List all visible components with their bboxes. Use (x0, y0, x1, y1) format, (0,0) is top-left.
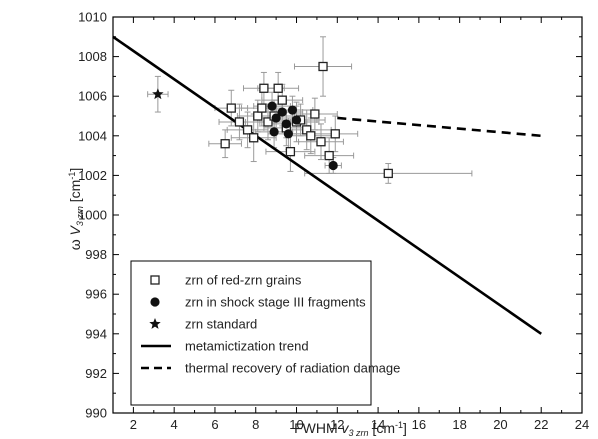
filled-circle-point (277, 107, 287, 117)
open-square-point (257, 103, 267, 113)
x-axis-label: FWHM v3 zrn [cm-1] (294, 420, 407, 438)
axis-labels: FWHM v3 zrn [cm-1] ω V3 zrn [cm-1] (67, 168, 407, 438)
open-square-point (226, 103, 236, 113)
axes-layer: 2 4 6 8 10 12 14 16 18 20 22 2499099299499699810001… (78, 10, 589, 433)
x-tick-label: 6 (211, 417, 218, 432)
y-tick-label: 1004 (78, 128, 107, 143)
filled-circle-point (267, 101, 277, 111)
filled-circle-icon (150, 297, 160, 307)
x-tick-label: 16 (412, 417, 426, 432)
legend-label: metamictization trend (185, 339, 309, 354)
y-tick-label: 994 (85, 326, 107, 341)
filled-circle-point (271, 113, 281, 123)
x-tick-label: 22 (534, 417, 548, 432)
x-tick-label: 4 (171, 417, 178, 432)
trend-lines-layer (112, 35, 542, 335)
open-square-point (316, 137, 326, 147)
x-tick-label: 8 (252, 417, 259, 432)
filled-circle-point (283, 129, 293, 139)
open-square-point (306, 131, 316, 141)
y-tick-label: 1006 (78, 89, 107, 104)
y-tick-label: 1002 (78, 168, 107, 183)
x-tick-label: 12 (330, 417, 344, 432)
y-tick-label: 998 (85, 247, 107, 262)
y-tick-label: 992 (85, 366, 107, 381)
legend-item: zrn of red-zrn grains (150, 273, 302, 288)
metamictization-trend-line (112, 35, 542, 335)
open-square-point (330, 129, 340, 139)
y-tick-label: 996 (85, 287, 107, 302)
y-tick-label: 1010 (78, 10, 107, 25)
legend: zrn of red-zrn grains zrn in shock stage … (130, 260, 400, 406)
open-square-point (277, 95, 287, 105)
x-tick-label: 2 (130, 417, 137, 432)
open-square-point (383, 168, 393, 179)
filled-circle-point (287, 105, 298, 115)
x-tick-label: 24 (575, 417, 589, 432)
markers-layer (152, 61, 393, 179)
open-square-point (310, 109, 320, 119)
legend-item: thermal recovery of radiation damage (141, 361, 400, 376)
open-square-point (253, 111, 263, 121)
legend-item: metamictization trend (141, 339, 309, 354)
open-square-point (318, 61, 328, 72)
filled-circle-point (281, 119, 291, 129)
y-tick-label: 1000 (78, 208, 107, 223)
legend-label: zrn in shock stage III fragments (185, 295, 366, 310)
legend-box (130, 260, 372, 406)
y-axis-label: ω V3 zrn [cm-1] (67, 168, 85, 251)
y-tick-label: 990 (85, 406, 107, 421)
open-square-point (324, 150, 334, 161)
filled-circle-point (328, 160, 338, 171)
star-icon (149, 318, 161, 329)
x-tick-label: 14 (371, 417, 385, 432)
legend-item: zrn in shock stage III fragments (150, 295, 366, 310)
x-tick-label: 18 (452, 417, 466, 432)
legend-item: zrn standard (149, 317, 257, 332)
filled-circle-point (269, 127, 279, 137)
open-square-point (242, 125, 253, 135)
x-tick-label: 20 (493, 417, 507, 432)
open-square-point (285, 146, 296, 157)
open-square-point (273, 83, 283, 93)
legend-label: zrn standard (185, 317, 257, 332)
legend-label: zrn of red-zrn grains (185, 273, 302, 288)
open-square-point (263, 117, 273, 127)
open-square-icon (150, 275, 160, 285)
filled-circle-point (291, 115, 302, 125)
star-point (152, 88, 164, 100)
open-square-point (249, 133, 259, 143)
open-square-point (220, 139, 230, 149)
thermal-recovery-line (337, 116, 542, 138)
open-square-point (234, 117, 245, 127)
y-tick-label: 1008 (78, 49, 107, 64)
x-tick-label: 10 (289, 417, 303, 432)
legend-label: thermal recovery of radiation damage (185, 361, 400, 376)
open-square-point (259, 83, 269, 93)
